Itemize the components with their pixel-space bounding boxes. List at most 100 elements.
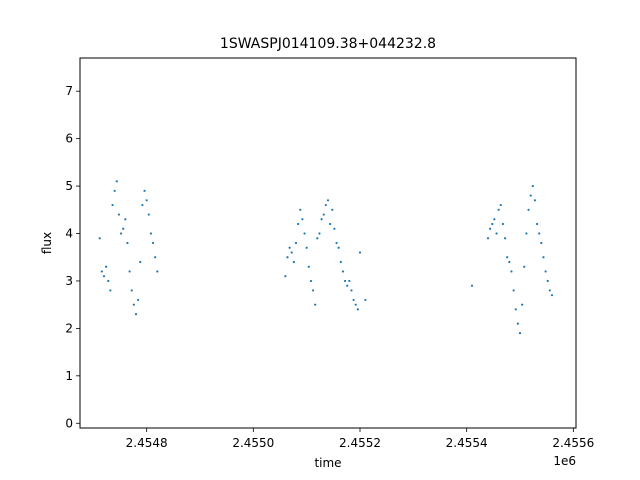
y-tick-label: 4 [65, 227, 73, 241]
data-point [531, 184, 534, 188]
data-point [358, 251, 362, 254]
x-axis-ticks: 2.4548 2.4550 2.4552 2.4554 2.4556 [126, 428, 594, 450]
data-point [309, 279, 313, 283]
data-point [128, 270, 131, 273]
data-point [119, 232, 123, 235]
data-point [151, 241, 155, 245]
data-point [495, 232, 498, 235]
data-point [499, 203, 502, 207]
data-point [506, 256, 509, 259]
data-point [294, 241, 298, 245]
data-point [320, 218, 323, 221]
data-point [548, 289, 551, 292]
y-tick-label: 0 [65, 416, 73, 430]
data-point [489, 227, 492, 230]
data-point [297, 222, 300, 226]
data-point [132, 303, 135, 306]
data-point [514, 308, 517, 311]
x-tick-label: 2.4550 [232, 436, 274, 450]
data-point [544, 270, 547, 273]
x-tick-label: 2.4554 [446, 436, 488, 450]
y-tick-label: 2 [65, 321, 73, 335]
data-point [149, 232, 153, 235]
data-point [352, 298, 355, 302]
data-point [284, 275, 287, 278]
data-point [518, 332, 522, 335]
data-point [134, 313, 138, 316]
data-point [501, 222, 505, 226]
chart-title: 1SWASPJ014109.38+044232.8 [220, 36, 436, 52]
data-point [126, 241, 129, 245]
data-point [156, 270, 159, 273]
data-point [493, 218, 496, 221]
data-point [521, 303, 524, 306]
data-point [105, 265, 108, 268]
y-tick-label: 3 [65, 274, 73, 288]
data-point [115, 180, 118, 183]
data-point [124, 218, 127, 221]
data-point [139, 260, 142, 264]
data-point [98, 237, 101, 240]
data-point [303, 232, 306, 235]
data-point [143, 189, 146, 192]
data-point [333, 227, 336, 230]
data-point [350, 289, 353, 292]
data-point [299, 208, 302, 211]
data-point [122, 227, 125, 230]
data-point [130, 289, 133, 292]
data-point [535, 222, 539, 226]
data-points [98, 180, 554, 335]
data-point [516, 322, 519, 325]
data-point [137, 298, 140, 302]
data-point [525, 232, 528, 235]
data-point [346, 284, 349, 287]
x-tick-label: 2.4556 [552, 436, 594, 450]
data-point [326, 199, 330, 202]
data-point [288, 246, 291, 249]
y-tick-label: 6 [65, 132, 73, 146]
data-point [523, 265, 526, 268]
data-point [486, 237, 490, 240]
data-point [538, 232, 541, 235]
data-point [341, 270, 345, 273]
data-point [364, 298, 367, 302]
data-point [533, 199, 537, 202]
data-point [337, 246, 340, 249]
y-tick-label: 1 [65, 369, 73, 383]
data-point [117, 213, 121, 216]
data-point [512, 289, 515, 292]
x-axis-title: time [314, 456, 341, 470]
data-point [141, 203, 144, 207]
data-point [510, 270, 513, 273]
data-point [113, 189, 116, 192]
data-point [147, 213, 150, 216]
data-point [111, 203, 114, 207]
y-axis-title: flux [40, 232, 54, 254]
data-point [529, 194, 532, 197]
data-point [540, 241, 543, 245]
data-point [354, 303, 357, 306]
data-point [343, 279, 347, 283]
data-point [329, 222, 332, 226]
data-point [322, 213, 325, 216]
x-tick-label: 2.4548 [126, 436, 168, 450]
data-point [307, 265, 310, 268]
data-point [550, 294, 554, 297]
data-point [290, 251, 293, 254]
data-point [339, 260, 342, 264]
data-point [318, 232, 321, 235]
data-point [527, 208, 530, 211]
plot-area-frame [79, 57, 577, 429]
data-point [100, 270, 103, 273]
data-point [508, 260, 511, 264]
data-point [324, 203, 327, 207]
data-point [286, 256, 289, 259]
y-axis-ticks: 0 1 2 3 4 5 6 7 [65, 84, 80, 430]
y-tick-label: 5 [65, 179, 73, 193]
data-point [546, 279, 549, 283]
data-point [292, 260, 295, 264]
x-axis-offset-label: 1e6 [553, 454, 576, 468]
data-point [314, 303, 317, 306]
data-point [107, 279, 110, 283]
